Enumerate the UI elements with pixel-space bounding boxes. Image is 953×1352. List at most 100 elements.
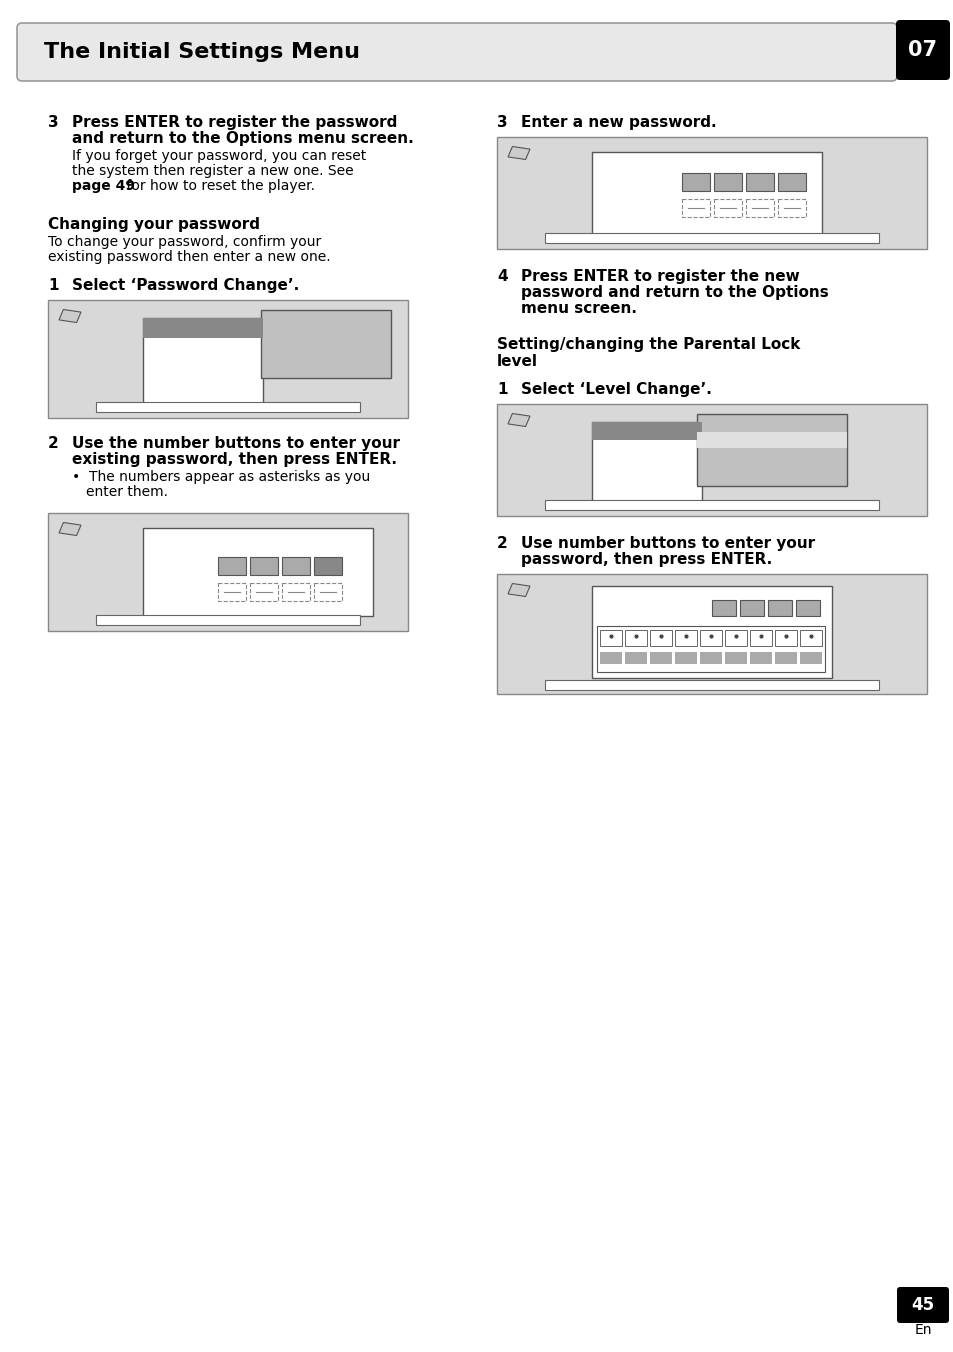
Text: Press ENTER to register the new: Press ENTER to register the new [520,269,799,284]
Bar [740,600,763,617]
Bar [778,173,805,191]
Bar [700,652,721,664]
Text: Select ‘Level Change’.: Select ‘Level Change’. [520,383,711,397]
Text: To change your password, confirm your: To change your password, confirm your [48,235,321,249]
Text: existing password then enter a new one.: existing password then enter a new one. [48,250,331,264]
Bar [218,557,246,575]
Polygon shape [507,146,530,160]
Text: page 49: page 49 [71,178,135,193]
Bar [261,310,391,379]
Text: En: En [913,1324,931,1337]
Bar [713,173,741,191]
Bar [681,173,709,191]
Bar [724,630,746,646]
Text: level: level [497,354,537,369]
Bar [767,600,791,617]
Bar [624,652,646,664]
Text: 3: 3 [48,115,58,130]
Text: enter them.: enter them. [86,485,168,499]
Bar [800,652,821,664]
Polygon shape [59,522,81,535]
Bar [497,404,926,516]
Bar [774,630,796,646]
Text: 2: 2 [48,435,59,452]
Bar [218,583,246,602]
Bar [96,402,359,412]
Text: password, then press ENTER.: password, then press ENTER. [520,552,771,566]
Text: Enter a new password.: Enter a new password. [520,115,716,130]
Text: If you forget your password, you can reset: If you forget your password, you can res… [71,149,366,164]
Bar [250,557,277,575]
Bar [48,300,408,418]
Text: Use the number buttons to enter your: Use the number buttons to enter your [71,435,399,452]
Bar [143,318,263,338]
Polygon shape [507,414,530,426]
Bar [749,630,771,646]
Bar [795,600,820,617]
Bar [544,233,878,243]
Bar [599,630,621,646]
Bar [592,422,701,439]
Text: Changing your password: Changing your password [48,218,260,233]
FancyBboxPatch shape [895,20,949,80]
Bar [745,173,773,191]
FancyBboxPatch shape [896,1287,948,1324]
Bar [592,585,831,677]
Bar [599,652,621,664]
Bar [700,630,721,646]
Bar [681,199,709,218]
Bar [713,199,741,218]
Text: Setting/changing the Parental Lock: Setting/changing the Parental Lock [497,337,800,352]
Text: 45: 45 [910,1297,934,1314]
Bar [544,500,878,510]
Text: existing password, then press ENTER.: existing password, then press ENTER. [71,452,396,466]
Text: 07: 07 [907,41,937,59]
Bar [774,652,796,664]
Bar [778,199,805,218]
Text: Press ENTER to register the password: Press ENTER to register the password [71,115,397,130]
Bar [96,615,359,625]
Bar [597,626,824,672]
Text: 4: 4 [497,269,507,284]
FancyBboxPatch shape [17,23,896,81]
Text: menu screen.: menu screen. [520,301,637,316]
Bar [48,512,408,631]
Text: •  The numbers appear as asterisks as you: • The numbers appear as asterisks as you [71,470,370,484]
Text: Use number buttons to enter your: Use number buttons to enter your [520,535,814,552]
Text: The Initial Settings Menu: The Initial Settings Menu [44,42,359,62]
Text: 3: 3 [497,115,507,130]
Bar [745,199,773,218]
Text: the system then register a new one. See: the system then register a new one. See [71,164,354,178]
Bar [250,583,277,602]
Bar [282,583,310,602]
Bar [624,630,646,646]
Text: 2: 2 [497,535,507,552]
Bar [711,600,735,617]
Bar [143,318,263,406]
Bar [592,422,701,504]
Bar [697,433,846,448]
Bar [649,652,671,664]
Text: for how to reset the player.: for how to reset the player. [122,178,314,193]
Bar [497,137,926,249]
Text: 1: 1 [48,279,58,293]
Bar [497,575,926,694]
Polygon shape [507,584,530,596]
Bar [282,557,310,575]
Bar [697,414,846,485]
Bar [724,652,746,664]
Text: 1: 1 [497,383,507,397]
Text: Select ‘Password Change’.: Select ‘Password Change’. [71,279,299,293]
Bar [143,529,373,617]
Bar [544,680,878,690]
Text: password and return to the Options: password and return to the Options [520,285,828,300]
Bar [749,652,771,664]
Bar [314,583,341,602]
Text: and return to the Options menu screen.: and return to the Options menu screen. [71,131,414,146]
Polygon shape [59,310,81,323]
Bar [675,652,697,664]
Bar [314,557,341,575]
Bar [649,630,671,646]
Bar [800,630,821,646]
Bar [592,151,821,241]
